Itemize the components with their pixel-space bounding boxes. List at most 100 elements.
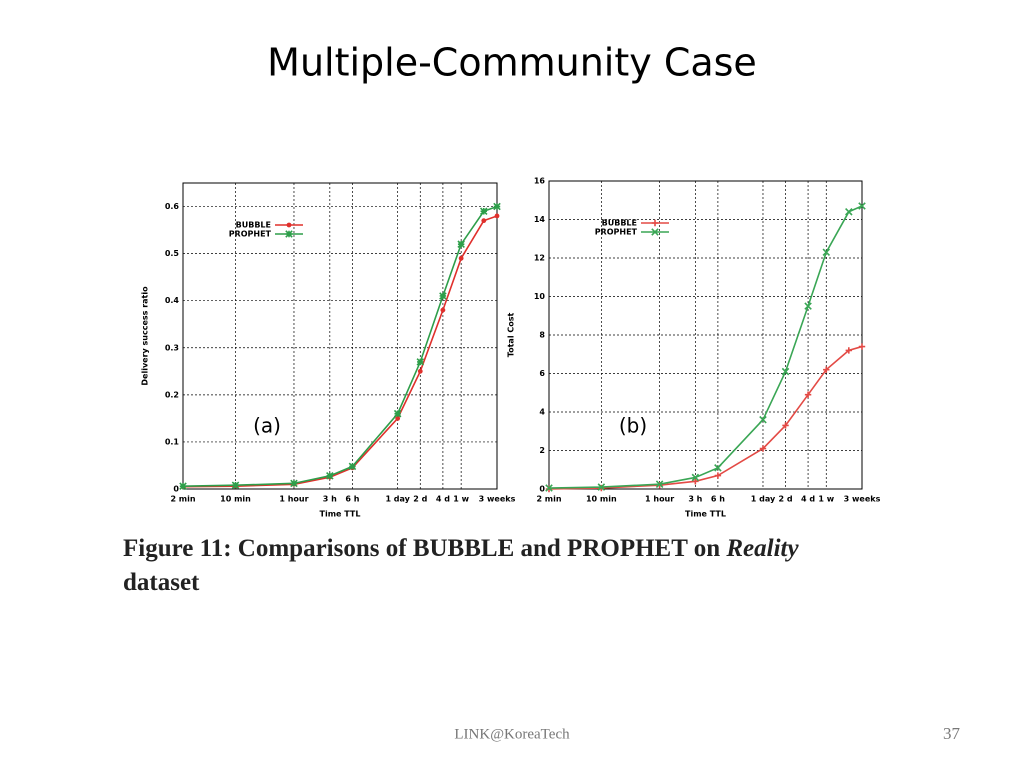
- marker: [395, 415, 401, 421]
- y-tick-label: 0: [173, 485, 179, 494]
- marker: [348, 462, 357, 471]
- x-tick-label: 6 h: [345, 495, 359, 504]
- x-tick-label: 1 day: [385, 495, 410, 504]
- y-tick-label: 0.2: [165, 390, 179, 399]
- legend-marker: [651, 228, 659, 236]
- y-tick-label: 2: [539, 446, 545, 455]
- marker: [458, 255, 464, 261]
- marker: [858, 202, 866, 210]
- marker: [597, 483, 606, 491]
- marker: [655, 480, 664, 488]
- x-tick-label: 1 hour: [279, 495, 308, 504]
- x-tick-label: 3 weeks: [844, 495, 881, 504]
- footer: LINK@KoreaTech: [454, 726, 570, 742]
- caption-text: dataset: [123, 569, 200, 596]
- x-tick-label: 4 d: [801, 495, 815, 504]
- y-tick-label: 0.1: [165, 437, 180, 446]
- y-tick-label: 0.6: [165, 202, 180, 211]
- marker: [545, 484, 553, 492]
- marker: [439, 292, 447, 300]
- y-tick-label: 14: [534, 215, 546, 224]
- legend-label: PROPHET: [595, 228, 638, 237]
- slide-title: Multiple-Community Case: [267, 41, 757, 85]
- caption-emphasis: Reality: [726, 535, 799, 562]
- x-tick-label: 2 min: [170, 495, 195, 504]
- series-line: [548, 205, 863, 489]
- marker: [759, 445, 767, 452]
- legend-label: BUBBLE: [236, 221, 271, 230]
- legend-marker: [286, 222, 292, 228]
- y-tick-label: 0: [539, 485, 545, 494]
- marker: [692, 478, 699, 485]
- y-tick-label: 0.3: [165, 343, 179, 352]
- x-tick-label: 1 w: [453, 495, 469, 504]
- x-axis-label: Time TTL: [320, 510, 361, 519]
- y-tick-label: 0.4: [165, 296, 180, 305]
- x-tick-label: 2 d: [778, 495, 792, 504]
- x-tick-label: 6 h: [711, 495, 725, 504]
- marker: [480, 207, 488, 216]
- marker: [781, 367, 790, 376]
- y-tick-label: 8: [539, 331, 545, 340]
- y-tick-label: 0.5: [165, 249, 180, 258]
- legend-marker: [651, 219, 659, 227]
- y-axis-label: Total Cost: [507, 313, 516, 358]
- x-tick-label: 1 w: [818, 495, 834, 504]
- page-number: 37: [943, 724, 961, 743]
- legend-marker: [285, 230, 293, 238]
- y-tick-label: 4: [539, 408, 545, 417]
- x-tick-label: 3 h: [323, 495, 337, 504]
- x-tick-label: 3 h: [688, 495, 702, 504]
- x-tick-label: 1 hour: [645, 495, 674, 504]
- marker: [804, 302, 812, 310]
- marker: [759, 415, 767, 424]
- marker: [714, 472, 722, 479]
- marker: [416, 358, 425, 366]
- x-tick-label: 3 weeks: [479, 495, 516, 504]
- series-line: [182, 205, 498, 487]
- x-tick-label: 4 d: [436, 495, 450, 504]
- y-tick-label: 6: [539, 369, 545, 378]
- marker: [494, 213, 500, 219]
- marker: [393, 409, 402, 418]
- marker: [417, 368, 423, 374]
- marker: [457, 240, 465, 248]
- x-tick-label: 1 day: [751, 495, 776, 504]
- series-line: [182, 215, 498, 488]
- y-axis-label: Delivery success ratio: [141, 286, 150, 386]
- x-axis-label: Time TTL: [685, 510, 726, 519]
- marker: [782, 422, 789, 429]
- marker: [845, 208, 853, 216]
- marker: [804, 391, 812, 398]
- x-tick-label: 10 min: [586, 495, 617, 504]
- marker: [714, 464, 722, 472]
- caption-text: Figure 11: Comparisons of BUBBLE and PRO…: [123, 535, 721, 562]
- marker: [822, 248, 831, 256]
- x-tick-label: 2 d: [413, 495, 427, 504]
- marker: [845, 347, 853, 354]
- legend-label: PROPHET: [229, 230, 272, 239]
- y-tick-label: 10: [534, 292, 546, 301]
- annotation: (b): [619, 414, 647, 438]
- series-line: [548, 345, 863, 490]
- x-tick-label: 10 min: [220, 495, 251, 504]
- annotation: (a): [253, 414, 281, 438]
- marker: [823, 366, 830, 373]
- y-tick-label: 16: [534, 177, 546, 186]
- marker: [858, 343, 866, 350]
- legend-label: BUBBLE: [602, 219, 637, 228]
- marker: [290, 479, 298, 488]
- marker: [231, 481, 240, 489]
- x-tick-label: 2 min: [536, 495, 561, 504]
- marker: [440, 307, 446, 313]
- plot-frame: [548, 180, 863, 490]
- plot-frame: [182, 182, 498, 490]
- marker: [481, 218, 487, 224]
- figure-caption: Figure 11: Comparisons of BUBBLE and PRO…: [123, 532, 923, 600]
- y-tick-label: 12: [534, 254, 545, 263]
- marker: [326, 472, 334, 480]
- marker: [691, 473, 700, 482]
- marker: [493, 202, 501, 211]
